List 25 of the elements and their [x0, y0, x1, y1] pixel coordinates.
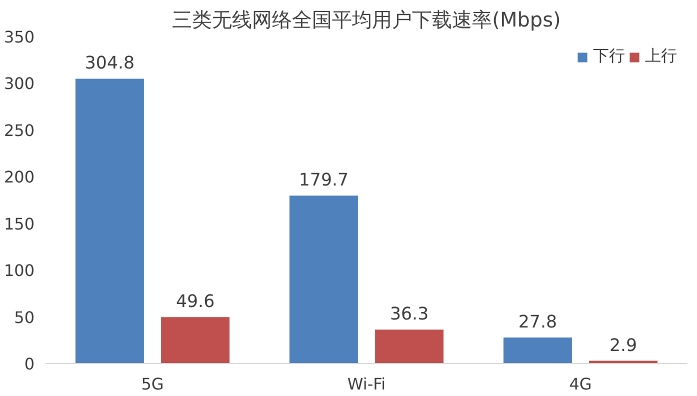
y-tick-label: 200 [4, 168, 35, 187]
x-tick-label: 4G [569, 374, 592, 394]
y-tick-label: 350 [4, 28, 35, 46]
y-tick-label: 150 [4, 214, 35, 234]
data-label: 179.7 [298, 170, 349, 191]
legend-label: 上行 [645, 46, 677, 67]
y-tick-label: 100 [4, 261, 35, 280]
bar [375, 330, 444, 364]
data-label: 27.8 [518, 312, 558, 333]
bar [289, 196, 358, 364]
data-label: 2.9 [610, 336, 638, 356]
bar [75, 78, 144, 364]
legend-label: 下行 [593, 46, 625, 67]
bar [161, 317, 230, 364]
y-tick-label: 250 [4, 120, 35, 140]
y-tick-label: 50 [14, 308, 34, 327]
data-label: 304.8 [84, 54, 135, 74]
x-tick-label: 5G [141, 374, 164, 394]
x-tick-label: Wi-Fi [347, 374, 386, 394]
chart-title: 三类无线网络全国平均用户下载速率(Mbps) [172, 8, 561, 32]
data-label: 36.3 [390, 304, 429, 325]
y-tick-label: 0 [24, 354, 35, 374]
data-label: 49.6 [176, 292, 215, 312]
bar [503, 338, 572, 364]
y-tick-label: 300 [4, 74, 35, 94]
